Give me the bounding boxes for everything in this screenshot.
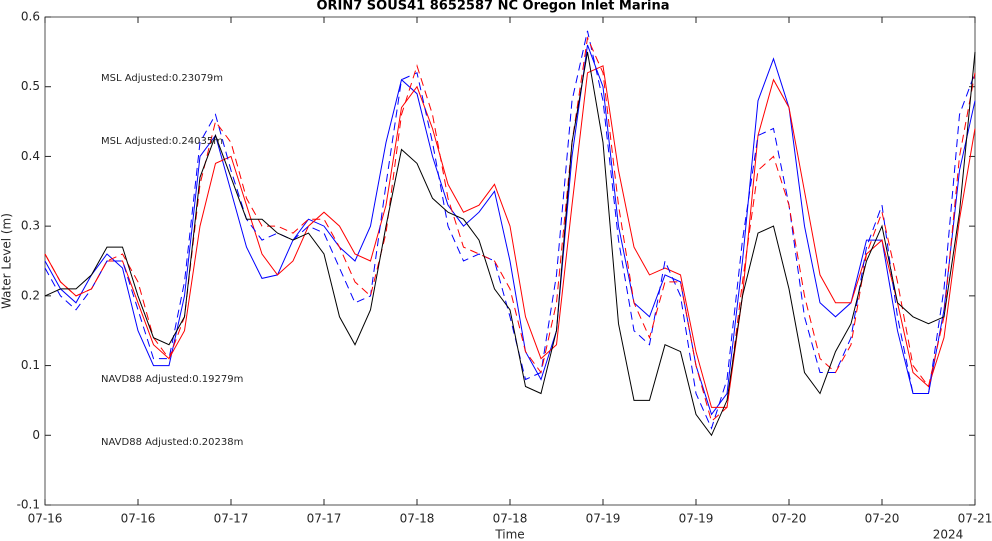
y-tick-label: 0.3 xyxy=(21,219,40,233)
series-line xyxy=(44,51,976,437)
x-tick-label: 07-18 xyxy=(400,512,435,526)
x-tick-label: 07-20 xyxy=(865,512,900,526)
series-line xyxy=(44,44,976,416)
series-line xyxy=(44,36,976,423)
x-tick-label: 07-17 xyxy=(214,512,249,526)
y-tick-label: 0.4 xyxy=(21,149,40,163)
x-tick-label: 07-18 xyxy=(493,512,528,526)
y-tick-label: 0 xyxy=(32,428,40,442)
y-tick-label: 0.6 xyxy=(21,10,40,24)
annotation: NAVD88 Adjusted:0.20238m xyxy=(101,437,243,448)
annotation: NAVD88 Adjusted:0.19279m xyxy=(101,374,243,385)
chart-title: ORIN7 SOUS41 8652587 NC Oregon Inlet Mar… xyxy=(316,0,669,14)
y-axis-label: Water Level (m) xyxy=(0,213,14,309)
y-tick-label: 0.1 xyxy=(21,358,40,372)
y-tick-label: 0.5 xyxy=(21,79,40,93)
y-tick-label: -0.1 xyxy=(17,498,40,512)
x-tick-label: 07-19 xyxy=(586,512,621,526)
y-tick-label: 0.2 xyxy=(21,288,40,302)
series-line xyxy=(44,65,976,408)
x-year-label: 2024 xyxy=(933,528,964,541)
annotation: MSL Adjusted:0.24035m xyxy=(101,136,223,147)
x-tick-label: 07-16 xyxy=(28,512,63,526)
x-tick-label: 07-17 xyxy=(307,512,342,526)
annotation: MSL Adjusted:0.23079m xyxy=(101,73,223,84)
x-tick-label: 07-16 xyxy=(121,512,156,526)
x-tick-label: 07-20 xyxy=(772,512,807,526)
series-line xyxy=(44,30,976,430)
x-tick-label: 07-21 xyxy=(958,512,992,526)
x-axis-label: Time xyxy=(494,528,524,541)
x-tick-label: 07-19 xyxy=(679,512,714,526)
